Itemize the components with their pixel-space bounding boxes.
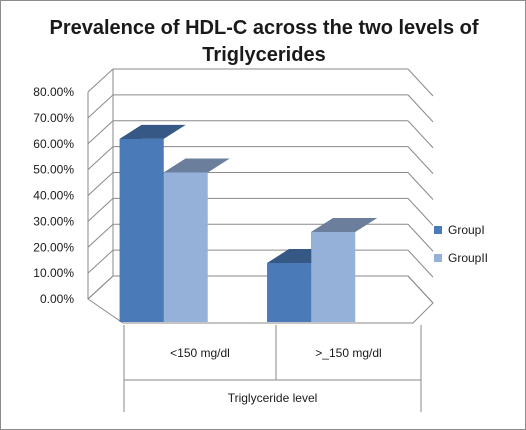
bar <box>267 249 334 322</box>
gridline-side <box>87 120 114 145</box>
x-axis-title: Triglyceride level <box>228 391 318 405</box>
bar <box>163 158 230 322</box>
gridline-right <box>407 198 434 226</box>
chart-title-line-2: Triglycerides <box>202 44 326 66</box>
bar <box>119 124 186 322</box>
bar-top <box>119 124 186 139</box>
bar-front <box>267 263 312 322</box>
chart-floor <box>87 275 434 324</box>
gridline-right <box>407 223 434 252</box>
gridline-side <box>87 249 114 274</box>
x-tick-label: >_150 mg/dl <box>315 346 381 360</box>
gridline-right <box>407 146 434 174</box>
y-tick-label: 50.00% <box>33 163 74 177</box>
legend-swatch <box>434 226 442 234</box>
gridline-side <box>87 172 114 196</box>
y-tick-label: 60.00% <box>33 137 74 151</box>
bar-front <box>119 138 164 322</box>
legend-label: GroupI <box>448 223 485 237</box>
chart-title-line-1: Prevalence of HDL-C across the two level… <box>49 17 479 39</box>
gridline-right <box>407 249 434 278</box>
gridline-right <box>407 172 434 200</box>
bar-top <box>311 217 378 232</box>
gridline-side <box>87 94 114 119</box>
gridline-side <box>87 223 114 248</box>
y-tick-label: 80.00% <box>33 85 74 99</box>
gridline-right <box>407 120 434 149</box>
bar-front <box>311 231 356 322</box>
gridline-side <box>87 68 114 93</box>
bar-front <box>163 172 208 322</box>
bar <box>311 217 378 322</box>
legend-label: GroupII <box>448 251 488 265</box>
gridline-side <box>87 198 114 222</box>
bar-top <box>163 158 230 173</box>
legend-swatch <box>434 254 442 262</box>
chart-title: Prevalence of HDL-C across the two level… <box>41 15 487 69</box>
x-tick-label: <150 mg/dl <box>170 346 230 360</box>
y-tick-label: 20.00% <box>33 240 74 254</box>
y-tick-label: 10.00% <box>33 266 74 280</box>
gridline-right <box>407 68 434 97</box>
gridline-side <box>87 146 114 170</box>
y-tick-label: 40.00% <box>33 189 74 203</box>
y-tick-label: 0.00% <box>40 292 74 306</box>
y-tick-label: 30.00% <box>33 214 74 228</box>
gridline-right <box>407 94 434 123</box>
y-tick-label: 70.00% <box>33 111 74 125</box>
